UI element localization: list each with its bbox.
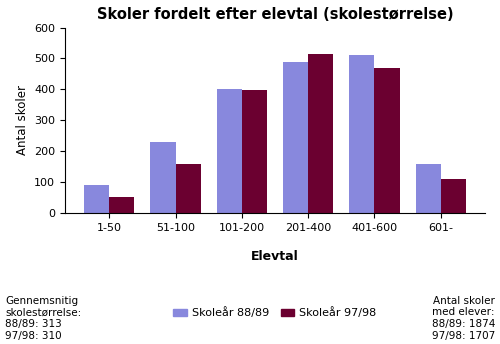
Bar	[349, 55, 374, 213]
Title: Skoler fordelt efter elevtal (skolestørrelse): Skoler fordelt efter elevtal (skolestørr…	[96, 7, 454, 22]
Legend: Skoleår 88/89, Skoleår 97/98: Skoleår 88/89, Skoleår 97/98	[169, 303, 381, 323]
Bar	[84, 185, 110, 213]
Bar	[150, 142, 176, 213]
Bar	[416, 164, 440, 213]
Text: Antal skoler
med elever:
88/89: 1874
97/98: 1707: Antal skoler med elever: 88/89: 1874 97/…	[432, 296, 495, 341]
Bar	[440, 179, 466, 213]
Bar	[110, 197, 134, 213]
Y-axis label: Antal skoler: Antal skoler	[16, 85, 28, 155]
Bar	[308, 54, 334, 213]
Bar	[283, 62, 308, 213]
Bar	[242, 90, 267, 213]
Bar	[176, 164, 201, 213]
Bar	[216, 89, 242, 213]
Bar	[374, 68, 400, 213]
Text: Gennemsnitig
skolestørrelse:
88/89: 313
97/98: 310: Gennemsnitig skolestørrelse: 88/89: 313 …	[5, 296, 81, 341]
Text: Elevtal: Elevtal	[251, 250, 299, 263]
